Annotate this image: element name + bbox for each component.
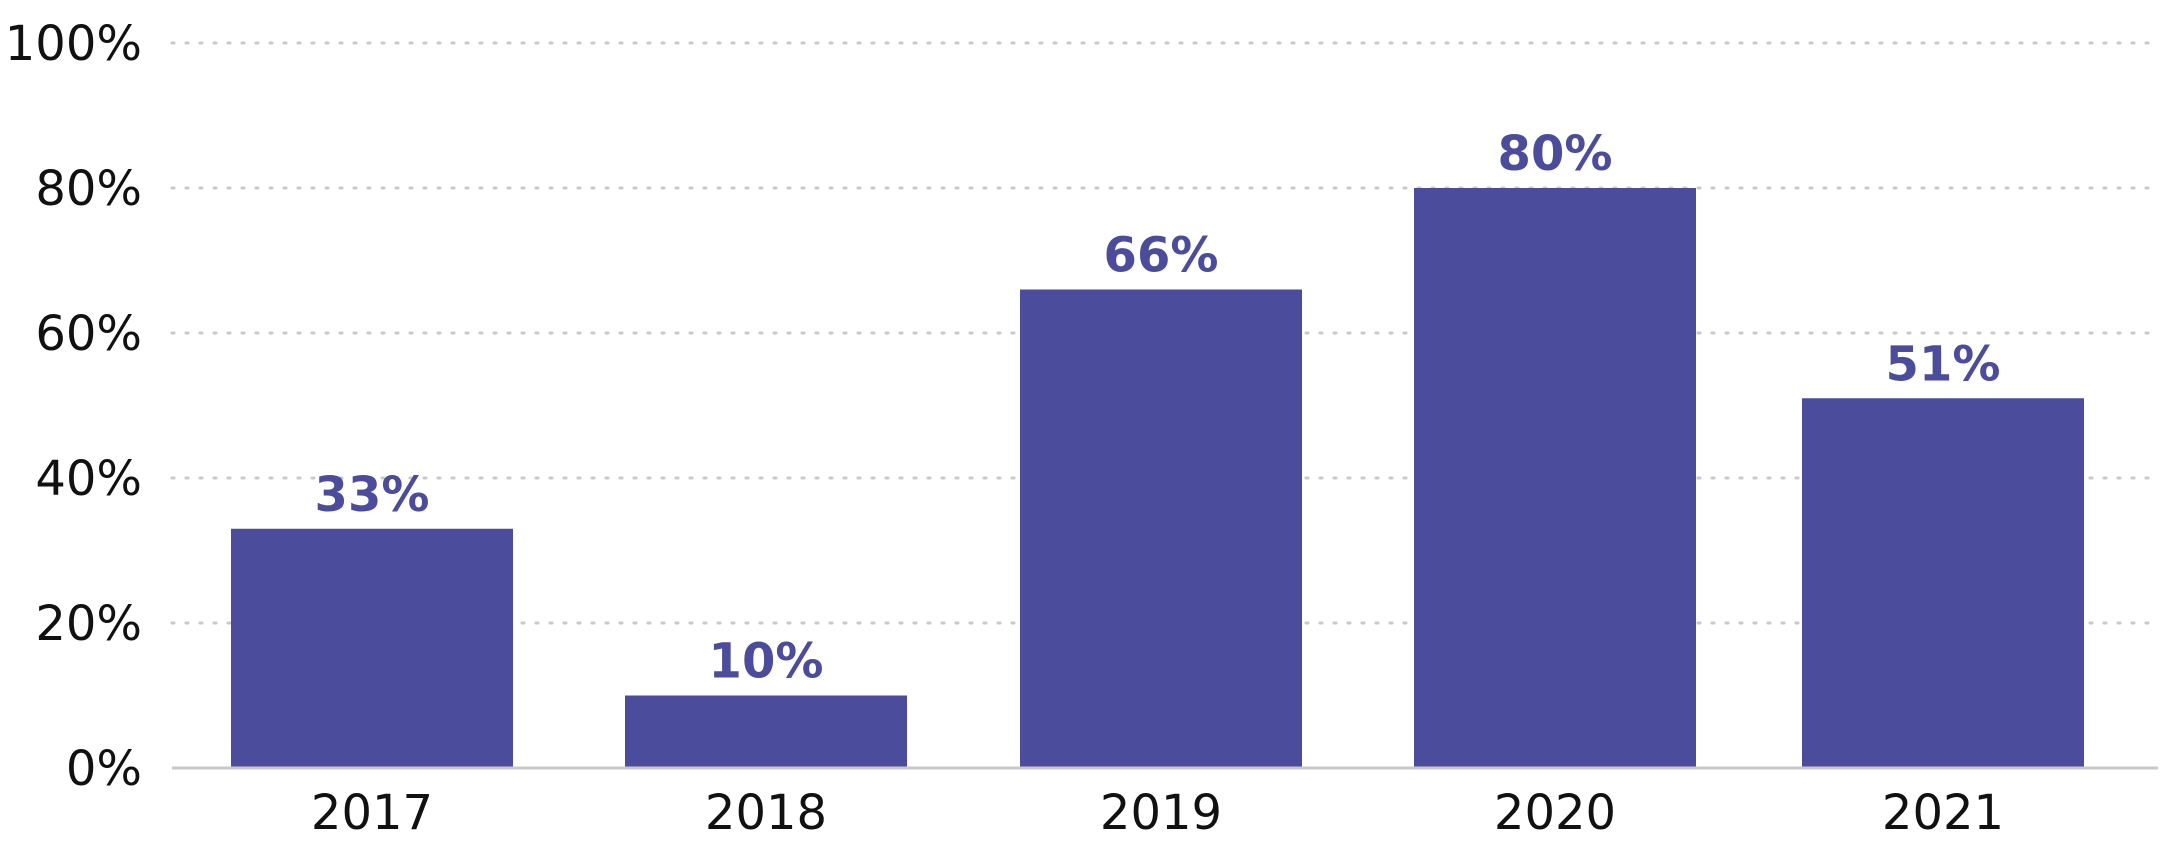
data-label: 66% [1104,228,1219,284]
y-tick-label: 20% [35,596,142,652]
y-tick-label: 40% [35,451,142,507]
bars [231,188,2084,768]
y-tick-label: 100% [5,16,142,72]
y-tick-label: 80% [35,161,142,217]
bar-2021 [1802,398,2084,768]
x-tick-label: 2021 [1882,785,2004,841]
data-label: 51% [1886,336,2001,392]
x-tick-label: 2017 [311,785,433,841]
bar-2020 [1414,188,1696,768]
x-tick-label: 2020 [1494,785,1616,841]
bar-2018 [625,695,907,768]
y-tick-label: 60% [35,306,142,362]
data-label: 10% [709,634,824,690]
y-tick-label: 0% [66,741,142,797]
labels: 0% 20% 40% 60% 80% 100% 33% 2017 10% 2018 66% 2019 8… [5,16,2004,841]
x-tick-label: 2019 [1100,785,1222,841]
x-tick-label: 2018 [705,785,827,841]
bar-2017 [231,528,513,768]
data-label: 33% [315,467,430,523]
bar-2019 [1020,289,1302,768]
data-label: 80% [1498,126,1613,182]
